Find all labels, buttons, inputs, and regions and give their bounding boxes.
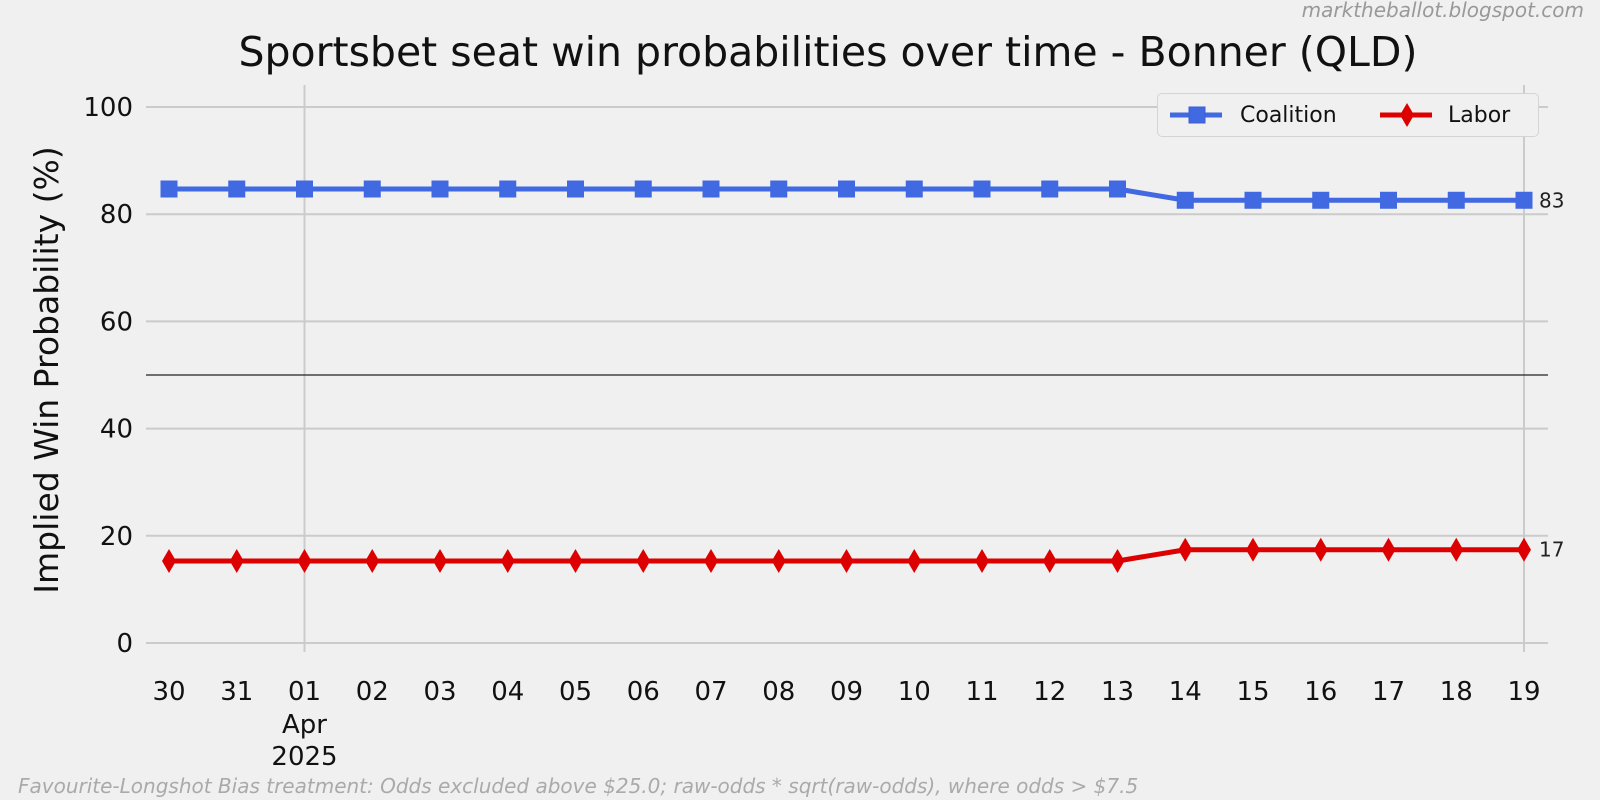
grid-layer xyxy=(146,85,1548,652)
x-year-label: 2025 xyxy=(271,742,337,772)
x-tick-label: 05 xyxy=(559,677,592,707)
data-point-labor xyxy=(907,548,922,573)
data-point-coalition xyxy=(770,180,788,198)
x-tick-label: 09 xyxy=(830,677,863,707)
x-tick-label: 06 xyxy=(627,677,660,707)
x-tick-label: 03 xyxy=(423,677,456,707)
data-point-labor xyxy=(704,548,718,573)
data-point-labor xyxy=(297,548,312,573)
footnote-text: Favourite-Longshot Bias treatment: Odds … xyxy=(18,774,1139,798)
x-tick-label: 10 xyxy=(898,677,931,707)
y-tick-label: 40 xyxy=(100,415,133,445)
data-point-coalition xyxy=(1176,191,1194,209)
data-point-labor xyxy=(433,548,447,573)
data-point-labor xyxy=(229,548,244,573)
data-point-coalition xyxy=(1312,191,1330,209)
x-tick-label: 08 xyxy=(762,677,795,707)
data-point-labor xyxy=(1042,548,1057,573)
legend-item-coalition: Coalition xyxy=(1168,94,1337,136)
x-tick-label: 19 xyxy=(1507,677,1540,707)
x-tick-label: 12 xyxy=(1033,677,1066,707)
data-point-labor xyxy=(568,548,583,573)
labels-layer: 0 20 40 60 80 100 30 31 01 02 03 04 05 06 07 08 09 10 11 12… xyxy=(83,93,1564,772)
x-tick-label: 16 xyxy=(1304,677,1337,707)
data-point-coalition xyxy=(634,180,652,198)
x-tick-label: 14 xyxy=(1169,677,1202,707)
x-tick-label: 13 xyxy=(1101,677,1134,707)
data-point-labor xyxy=(365,548,380,573)
x-tick-label: 02 xyxy=(356,677,389,707)
data-point-labor xyxy=(1449,537,1464,562)
x-tick-label: 30 xyxy=(152,677,185,707)
data-point-coalition xyxy=(1041,180,1059,198)
x-tick-label: 07 xyxy=(694,677,727,707)
legend: Coalition Labor xyxy=(1157,93,1539,137)
x-tick-label: 11 xyxy=(965,677,998,707)
data-point-labor xyxy=(162,548,176,573)
data-point-coalition xyxy=(838,180,855,198)
data-point-labor xyxy=(1110,548,1125,573)
data-point-coalition xyxy=(296,180,313,198)
series-layer xyxy=(160,180,1533,573)
data-point-labor xyxy=(1313,537,1328,562)
data-point-coalition xyxy=(702,180,720,198)
data-point-labor xyxy=(1178,537,1193,562)
x-tick-label: 18 xyxy=(1440,677,1473,707)
data-point-labor xyxy=(1381,537,1396,562)
end-label-coalition: 83 xyxy=(1539,188,1564,212)
y-axis-label: Implied Win Probability (%) xyxy=(27,146,66,593)
data-point-labor xyxy=(1517,537,1531,562)
data-point-coalition xyxy=(905,180,923,198)
data-point-coalition xyxy=(363,180,381,198)
data-point-labor xyxy=(636,548,651,573)
data-point-labor xyxy=(975,548,989,573)
data-point-coalition xyxy=(567,180,584,198)
x-tick-label: 01 xyxy=(288,677,321,707)
x-tick-label: 17 xyxy=(1372,677,1405,707)
y-tick-label: 0 xyxy=(116,629,133,659)
data-point-coalition xyxy=(1244,191,1262,209)
data-point-labor xyxy=(771,548,786,573)
legend-label-coalition: Coalition xyxy=(1240,102,1337,128)
data-point-labor xyxy=(500,548,515,573)
y-tick-label: 80 xyxy=(100,200,133,230)
data-point-coalition xyxy=(1515,191,1533,209)
data-point-labor xyxy=(1246,537,1260,562)
data-point-coalition xyxy=(160,180,178,198)
legend-item-labor: Labor xyxy=(1378,94,1510,136)
legend-label-labor: Labor xyxy=(1448,102,1511,128)
data-point-labor xyxy=(839,548,854,573)
y-tick-label: 60 xyxy=(100,307,133,337)
x-month-label: Apr xyxy=(282,710,327,740)
coalition-legend-marker-icon xyxy=(1170,106,1222,124)
credit-text: marktheballot.blogspot.com xyxy=(1301,0,1584,22)
x-tick-label: 15 xyxy=(1236,677,1269,707)
data-point-coalition xyxy=(228,180,246,198)
end-label-labor: 17 xyxy=(1539,538,1564,562)
y-tick-label: 100 xyxy=(83,93,133,123)
data-point-coalition xyxy=(1447,191,1465,209)
chart-title: Sportsbet seat win probabilities over ti… xyxy=(239,28,1418,76)
data-point-coalition xyxy=(499,180,517,198)
x-tick-label: 31 xyxy=(220,677,253,707)
data-point-coalition xyxy=(1109,180,1126,198)
data-point-coalition xyxy=(431,180,449,198)
labor-legend-marker-icon xyxy=(1380,103,1432,127)
data-point-coalition xyxy=(1380,191,1397,209)
y-tick-label: 20 xyxy=(100,522,133,552)
x-tick-label: 04 xyxy=(491,677,524,707)
data-point-coalition xyxy=(973,180,991,198)
